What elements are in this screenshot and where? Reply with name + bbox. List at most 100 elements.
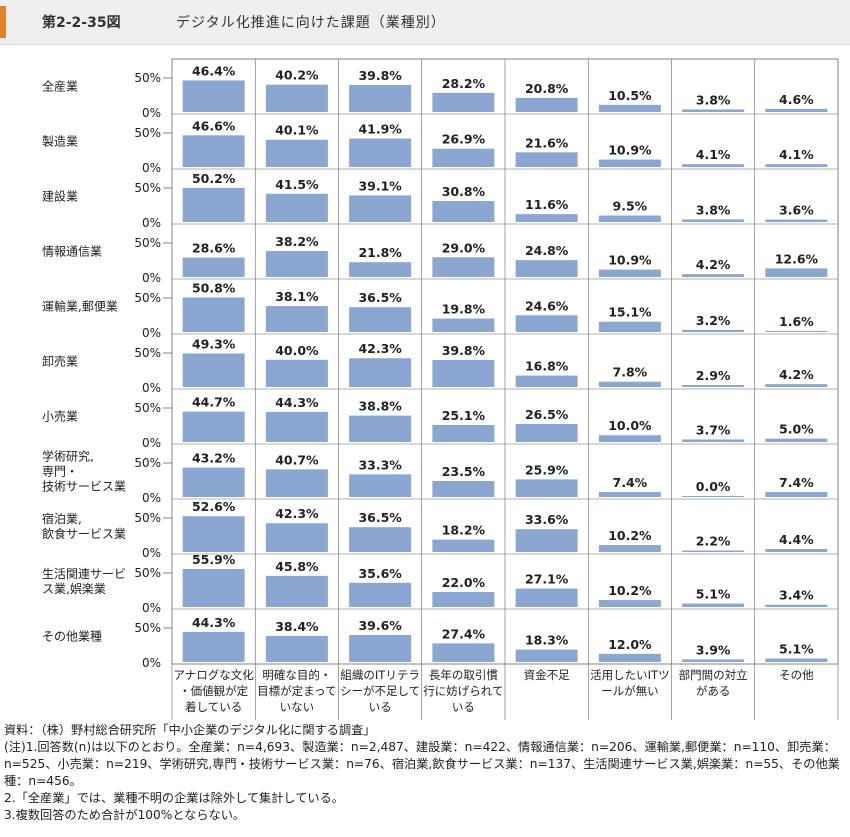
- data-label: 7.4%: [613, 475, 648, 490]
- category-label: 目標が定まって: [257, 684, 336, 698]
- data-label: 24.6%: [525, 298, 569, 313]
- bar: [182, 411, 245, 442]
- bar: [349, 195, 412, 222]
- y-tick-label: 0%: [142, 106, 161, 120]
- category-label: ールが無い: [601, 684, 659, 698]
- note-3: 3.複数回答のため合計が100%とならない。: [4, 808, 246, 822]
- bar: [682, 164, 745, 167]
- data-label: 23.5%: [442, 464, 486, 479]
- data-label: 38.4%: [275, 619, 319, 634]
- data-label: 36.5%: [358, 510, 402, 525]
- category-label: がある: [696, 684, 731, 698]
- y-tick-label: 0%: [142, 436, 161, 450]
- bar: [682, 274, 745, 277]
- y-tick-label: 50%: [134, 456, 161, 470]
- data-label: 44.7%: [192, 395, 236, 410]
- data-label: 43.2%: [192, 451, 236, 466]
- bar: [432, 359, 495, 387]
- data-label: 12.0%: [608, 637, 652, 652]
- data-label: 52.6%: [192, 499, 236, 514]
- category-label: 組織のITリテラ: [340, 668, 419, 682]
- bar: [598, 215, 661, 222]
- data-label: 28.2%: [442, 76, 486, 91]
- data-label: 15.1%: [608, 305, 652, 320]
- data-label: 38.1%: [275, 289, 319, 304]
- bar: [765, 384, 828, 387]
- bar: [432, 592, 495, 607]
- bar: [515, 214, 578, 222]
- y-tick-label: 50%: [134, 346, 161, 360]
- bar: [265, 469, 328, 497]
- data-label: 3.6%: [779, 203, 814, 218]
- row-label: 全産業: [42, 79, 78, 94]
- note-1: (注)1.回答数(n)は以下のとおり。全産業：n=4,693、製造業：n=2,4…: [4, 740, 840, 788]
- bar: [515, 152, 578, 167]
- bar: [349, 262, 412, 277]
- category-label: 明確な目的・: [262, 668, 331, 682]
- bar: [432, 539, 495, 552]
- row-label: ス業,娯楽業: [42, 582, 106, 596]
- category-label: 部門間の対立: [679, 668, 748, 682]
- data-label: 4.4%: [779, 532, 814, 547]
- row-label: 製造業: [42, 135, 78, 149]
- row-label: 飲食サービス業: [42, 526, 126, 541]
- bar: [265, 193, 328, 222]
- data-label: 28.6%: [192, 241, 236, 256]
- data-label: 40.2%: [275, 68, 319, 83]
- data-label: 19.8%: [442, 302, 486, 317]
- data-label: 39.6%: [358, 618, 402, 633]
- data-label: 4.2%: [696, 257, 731, 272]
- bar: [265, 635, 328, 662]
- bar: [349, 635, 412, 662]
- data-label: 18.3%: [525, 633, 569, 648]
- bar: [349, 582, 412, 607]
- data-label: 27.1%: [525, 572, 569, 587]
- bar: [265, 575, 328, 607]
- bar: [515, 529, 578, 552]
- category-label: ・価値観が定: [179, 684, 248, 698]
- data-label: 21.8%: [358, 245, 402, 260]
- y-tick-label: 50%: [134, 401, 161, 415]
- data-label: 41.5%: [275, 177, 319, 192]
- y-tick-label: 50%: [134, 126, 161, 140]
- bar: [515, 423, 578, 442]
- bar: [682, 385, 745, 387]
- bar: [598, 269, 661, 277]
- bar: [182, 135, 245, 167]
- bar: [182, 516, 245, 552]
- bar: [265, 523, 328, 552]
- data-label: 22.0%: [442, 575, 486, 590]
- data-label: 50.8%: [192, 280, 236, 295]
- data-label: 26.9%: [442, 132, 486, 147]
- bar: [765, 604, 828, 607]
- category-label: アナログな文化: [173, 668, 254, 682]
- bar: [515, 97, 578, 112]
- bar: [349, 415, 412, 442]
- data-label: 40.0%: [275, 343, 319, 358]
- bar: [682, 603, 745, 607]
- data-label: 3.9%: [696, 642, 731, 657]
- data-label: 3.2%: [696, 313, 731, 328]
- data-label: 46.6%: [192, 118, 236, 133]
- data-label: 0.0%: [696, 479, 731, 494]
- data-label: 20.8%: [525, 81, 569, 96]
- bar: [265, 139, 328, 167]
- y-tick-label: 50%: [134, 181, 161, 195]
- bar: [265, 359, 328, 387]
- row-label: 技術サービス業: [42, 480, 126, 494]
- bar: [765, 330, 828, 332]
- data-label: 2.2%: [696, 534, 731, 549]
- y-tick-label: 50%: [134, 566, 161, 580]
- bar: [598, 381, 661, 387]
- data-label: 33.3%: [358, 457, 402, 472]
- bar: [349, 138, 412, 167]
- row-label: 情報通信業: [42, 245, 102, 259]
- bar: [598, 600, 661, 607]
- data-label: 7.8%: [613, 365, 648, 380]
- data-label: 35.6%: [358, 566, 402, 581]
- category-label: いない: [280, 700, 315, 714]
- bar: [682, 496, 745, 497]
- data-label: 39.8%: [358, 68, 402, 83]
- bar: [432, 148, 495, 167]
- figure-header: 第2-2-35図 デジタル化推進に向けた課題（業種別）: [0, 0, 850, 45]
